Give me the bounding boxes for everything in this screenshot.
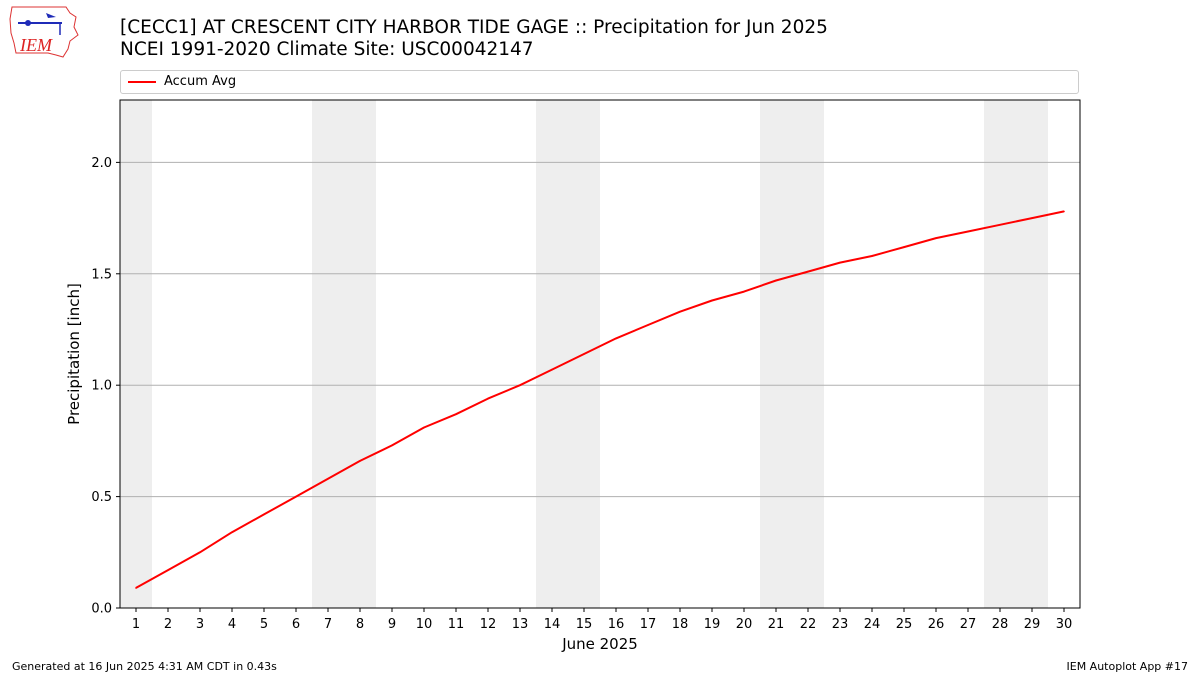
x-tick-label: 21 [768, 617, 785, 632]
data-point [871, 255, 873, 257]
weekend-band [984, 100, 1048, 608]
data-point [263, 513, 265, 516]
data-point [295, 495, 297, 498]
data-point [999, 223, 1001, 226]
x-tick-label: 13 [512, 617, 529, 632]
data-point [807, 270, 809, 273]
data-point [359, 460, 361, 462]
data-point [199, 551, 201, 554]
x-tick-label: 4 [228, 617, 236, 632]
x-tick-label: 6 [292, 617, 300, 632]
generated-footer: Generated at 16 Jun 2025 4:31 AM CDT in … [12, 660, 277, 673]
data-point [423, 426, 425, 429]
data-point [839, 261, 841, 264]
data-point [711, 299, 713, 302]
chart-title: [CECC1] AT CRESCENT CITY HARBOR TIDE GAG… [120, 17, 828, 38]
x-tick-label: 23 [832, 617, 849, 632]
chart-legend: Accum Avg [120, 70, 1079, 94]
data-point [327, 477, 329, 480]
data-point [743, 290, 745, 293]
x-tick-label: 30 [1056, 617, 1073, 632]
legend-label-accum-avg: Accum Avg [164, 74, 237, 89]
y-tick-label: 0.5 [91, 490, 112, 505]
logo-text: IEM [19, 35, 53, 55]
x-tick-label: 1 [132, 617, 140, 632]
y-tick-label: 1.5 [91, 267, 112, 282]
data-point [647, 324, 649, 326]
x-tick-label: 17 [640, 617, 657, 632]
x-tick-label: 20 [736, 617, 753, 632]
data-point [391, 444, 393, 447]
x-tick-label: 2 [164, 617, 172, 632]
weekend-band [120, 100, 152, 608]
x-tick-label: 3 [196, 617, 204, 632]
data-point [519, 384, 521, 386]
data-point [583, 353, 585, 355]
x-tick-label: 25 [896, 617, 913, 632]
x-tick-label: 22 [800, 617, 817, 632]
app-footer: IEM Autoplot App #17 [1066, 660, 1189, 673]
x-tick-label: 19 [704, 617, 721, 632]
x-tick-label: 18 [672, 617, 689, 632]
x-tick-label: 11 [448, 617, 465, 632]
y-tick-label: 1.0 [91, 379, 112, 394]
plot-frame [119, 99, 1081, 609]
data-point [551, 368, 553, 371]
x-tick-label: 29 [1024, 617, 1041, 632]
data-point [775, 279, 777, 282]
x-tick-label: 26 [928, 617, 945, 632]
y-tick-label: 2.0 [91, 156, 112, 171]
chart-subtitle: NCEI 1991-2020 Climate Site: USC00042147 [120, 39, 534, 60]
x-tick-label: 14 [544, 617, 561, 632]
data-point [231, 531, 233, 534]
y-axis-label: Precipitation [inch] [65, 283, 83, 425]
x-tick-label: 12 [480, 617, 497, 632]
weekend-band [312, 100, 376, 608]
data-point [167, 569, 169, 571]
data-point [1031, 217, 1033, 219]
x-tick-label: 8 [356, 617, 364, 632]
legend-swatch-accum-avg [128, 81, 156, 83]
x-tick-label: 28 [992, 617, 1009, 632]
data-point [487, 397, 489, 400]
data-point [903, 246, 905, 248]
series-line-accum-avg [135, 210, 1065, 589]
x-tick-label: 16 [608, 617, 625, 632]
x-tick-label: 5 [260, 617, 268, 632]
x-tick-label: 9 [388, 617, 396, 632]
x-tick-label: 27 [960, 617, 977, 632]
weekend-band [760, 100, 824, 608]
data-point [935, 237, 937, 239]
data-point [615, 337, 617, 340]
x-tick-label: 10 [416, 617, 433, 632]
data-point [455, 413, 457, 415]
data-point [1063, 210, 1065, 213]
data-point [679, 310, 681, 313]
iem-logo: IEM [9, 6, 79, 58]
data-point [967, 230, 969, 233]
x-tick-label: 24 [864, 617, 881, 632]
weekend-band [536, 100, 600, 608]
y-tick-label: 0.0 [91, 602, 112, 617]
x-tick-label: 15 [576, 617, 593, 632]
data-point [135, 587, 137, 589]
x-axis-label: June 2025 [561, 635, 638, 653]
x-tick-label: 7 [324, 617, 332, 632]
